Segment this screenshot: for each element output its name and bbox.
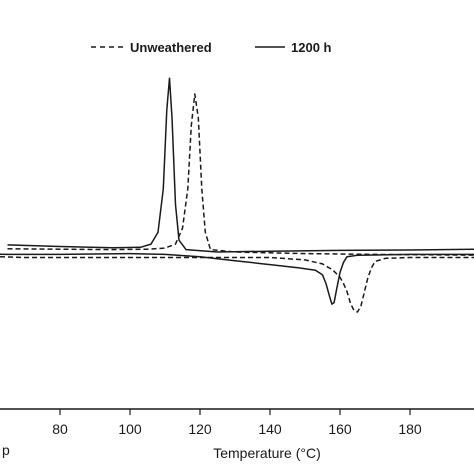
series-unweathered-heating-line: [7, 93, 474, 256]
legend-label-1200h: 1200 h: [291, 40, 332, 55]
x-tick-label: 80: [52, 421, 68, 437]
x-tick-label: 100: [118, 421, 142, 437]
y-axis-label-fragment: p: [2, 442, 10, 458]
x-axis-ticks: 80 100 120 140 160 180: [52, 409, 422, 437]
series-unweathered-cooling-line: [0, 256, 474, 313]
legend: Unweathered 1200 h: [91, 40, 332, 55]
legend-label-unweathered: Unweathered: [130, 40, 212, 55]
x-tick-label: 160: [328, 421, 352, 437]
x-tick-label: 120: [188, 421, 212, 437]
plot-area: [0, 77, 474, 313]
x-tick-label: 140: [258, 421, 282, 437]
x-tick-label: 180: [398, 421, 422, 437]
series-1200-h-cooling-line: [0, 252, 474, 305]
series-1200-h-heating-line: [7, 77, 474, 253]
x-axis-title: Temperature (°C): [213, 445, 321, 461]
